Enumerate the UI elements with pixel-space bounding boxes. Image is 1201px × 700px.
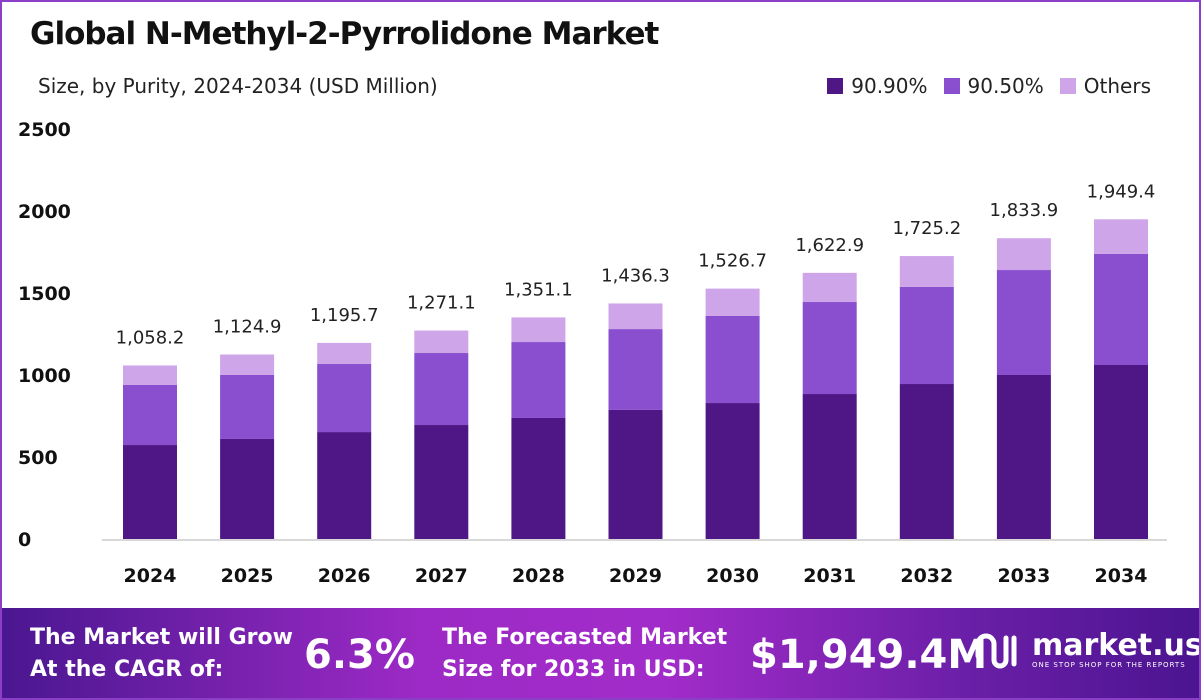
cagr-label: The Market will Grow At the CAGR of: <box>30 622 293 686</box>
bar-segment-9050 <box>511 342 566 418</box>
logo-tagline: ONE STOP SHOP FOR THE REPORTS <box>1032 661 1186 669</box>
data-label-total: 1,622.9 <box>795 235 864 256</box>
bar-segment-9050 <box>899 286 954 385</box>
legend-swatch <box>827 78 844 94</box>
x-tick-label: 2033 <box>997 565 1050 587</box>
x-tick-label: 2028 <box>512 565 565 587</box>
bar-segment-Others <box>1094 219 1148 254</box>
x-tick-label: 2034 <box>1095 565 1148 587</box>
y-tick-label: 1000 <box>18 365 71 387</box>
cagr-value: 6.3% <box>304 632 415 678</box>
y-tick-label: 0 <box>18 529 31 551</box>
legend-item: Others <box>1059 74 1151 98</box>
legend-swatch <box>1059 78 1076 94</box>
x-tick-label: 2029 <box>609 565 662 587</box>
legend-swatch <box>943 78 960 94</box>
logo-icon <box>975 633 1017 669</box>
x-tick-label: 2024 <box>124 565 177 587</box>
bar-segment-Others <box>899 256 954 287</box>
bar-segment-9050 <box>996 270 1051 375</box>
bar-segment-9050 <box>1094 253 1148 365</box>
y-tick-label: 2500 <box>18 119 71 141</box>
bar-segment-9090 <box>705 403 760 539</box>
legend-label: 90.50% <box>967 74 1044 98</box>
x-tick-label: 2026 <box>318 565 371 587</box>
x-tick-label: 2032 <box>900 565 953 587</box>
bar-segment-9050 <box>608 329 663 410</box>
bar-segment-9090 <box>511 417 566 539</box>
bar-segment-Others <box>996 238 1051 271</box>
bar-segment-9050 <box>220 375 275 439</box>
data-label-total: 1,271.1 <box>407 293 476 314</box>
bar-segment-9050 <box>414 353 469 426</box>
legend-label: 90.90% <box>851 74 928 98</box>
bar-segment-9050 <box>705 315 760 404</box>
cagr-label-line1: The Market will Grow <box>30 625 293 650</box>
legend-label: Others <box>1083 74 1151 98</box>
bar-segment-9090 <box>317 432 372 539</box>
bar-segment-9050 <box>317 364 372 433</box>
y-tick-label: 500 <box>18 447 58 469</box>
forecast-label: The Forecasted Market Size for 2033 in U… <box>442 622 727 686</box>
forecast-label-line2: Size for 2033 in USD: <box>442 657 705 682</box>
bar-segment-Others <box>705 288 760 316</box>
bar-segment-Others <box>511 317 566 343</box>
data-label-total: 1,833.9 <box>990 200 1059 221</box>
bar-segment-9090 <box>802 394 857 539</box>
bar-segment-9090 <box>608 409 663 539</box>
data-label-total: 1,195.7 <box>310 305 379 326</box>
chart-subtitle: Size, by Purity, 2024-2034 (USD Million) <box>38 74 438 98</box>
market-us-logo: market.us ONE STOP SHOP FOR THE REPORTS <box>974 628 1201 670</box>
bar-segment-Others <box>123 365 177 386</box>
bar-segment-9090 <box>220 438 275 539</box>
data-label-total: 1,526.7 <box>698 251 767 272</box>
bar-segment-Others <box>317 342 372 365</box>
x-tick-label: 2031 <box>803 565 856 587</box>
legend-item: 90.50% <box>943 74 1044 98</box>
bar-segment-9050 <box>802 302 857 395</box>
x-tick-label: 2030 <box>706 565 759 587</box>
footer-banner: The Market will Grow At the CAGR of: 6.3… <box>2 608 1201 698</box>
y-tick-label: 1500 <box>18 283 71 305</box>
forecast-label-line1: The Forecasted Market <box>442 625 728 650</box>
bar-chart: 0 500 1000 1500 2000 2500 1,058.2 2024 1,124.9 20… <box>18 119 1167 587</box>
data-label-total: 1,949.4 <box>1087 181 1156 202</box>
x-tick-label: 2025 <box>221 565 274 587</box>
bar-segment-9090 <box>996 375 1051 539</box>
chart-title: Global N-Methyl-2-Pyrrolidone Market <box>30 16 659 52</box>
bar-segment-9050 <box>123 385 177 446</box>
bar-segment-9090 <box>414 425 469 539</box>
bar-segment-Others <box>608 303 663 330</box>
y-tick-label: 2000 <box>18 201 71 223</box>
bar-segment-Others <box>802 272 857 303</box>
data-label-total: 1,124.9 <box>213 317 282 338</box>
data-label-total: 1,725.2 <box>892 218 961 239</box>
forecast-value: $1,949.4M <box>750 632 988 678</box>
logo-name: market.us <box>1032 628 1201 663</box>
legend-item: 90.90% <box>827 74 928 98</box>
bar-segment-9090 <box>1094 364 1148 539</box>
x-tick-label: 2027 <box>415 565 468 587</box>
bar-segment-Others <box>220 354 275 375</box>
bar-segment-Others <box>414 330 469 354</box>
bar-segment-9090 <box>899 384 954 539</box>
data-label-total: 1,351.1 <box>504 279 573 300</box>
cagr-label-line2: At the CAGR of: <box>30 657 224 682</box>
legend: 90.90% 90.50% Others <box>827 74 1151 98</box>
data-label-total: 1,436.3 <box>601 265 670 286</box>
data-label-total: 1,058.2 <box>116 327 185 348</box>
bar-segment-9090 <box>123 445 177 539</box>
